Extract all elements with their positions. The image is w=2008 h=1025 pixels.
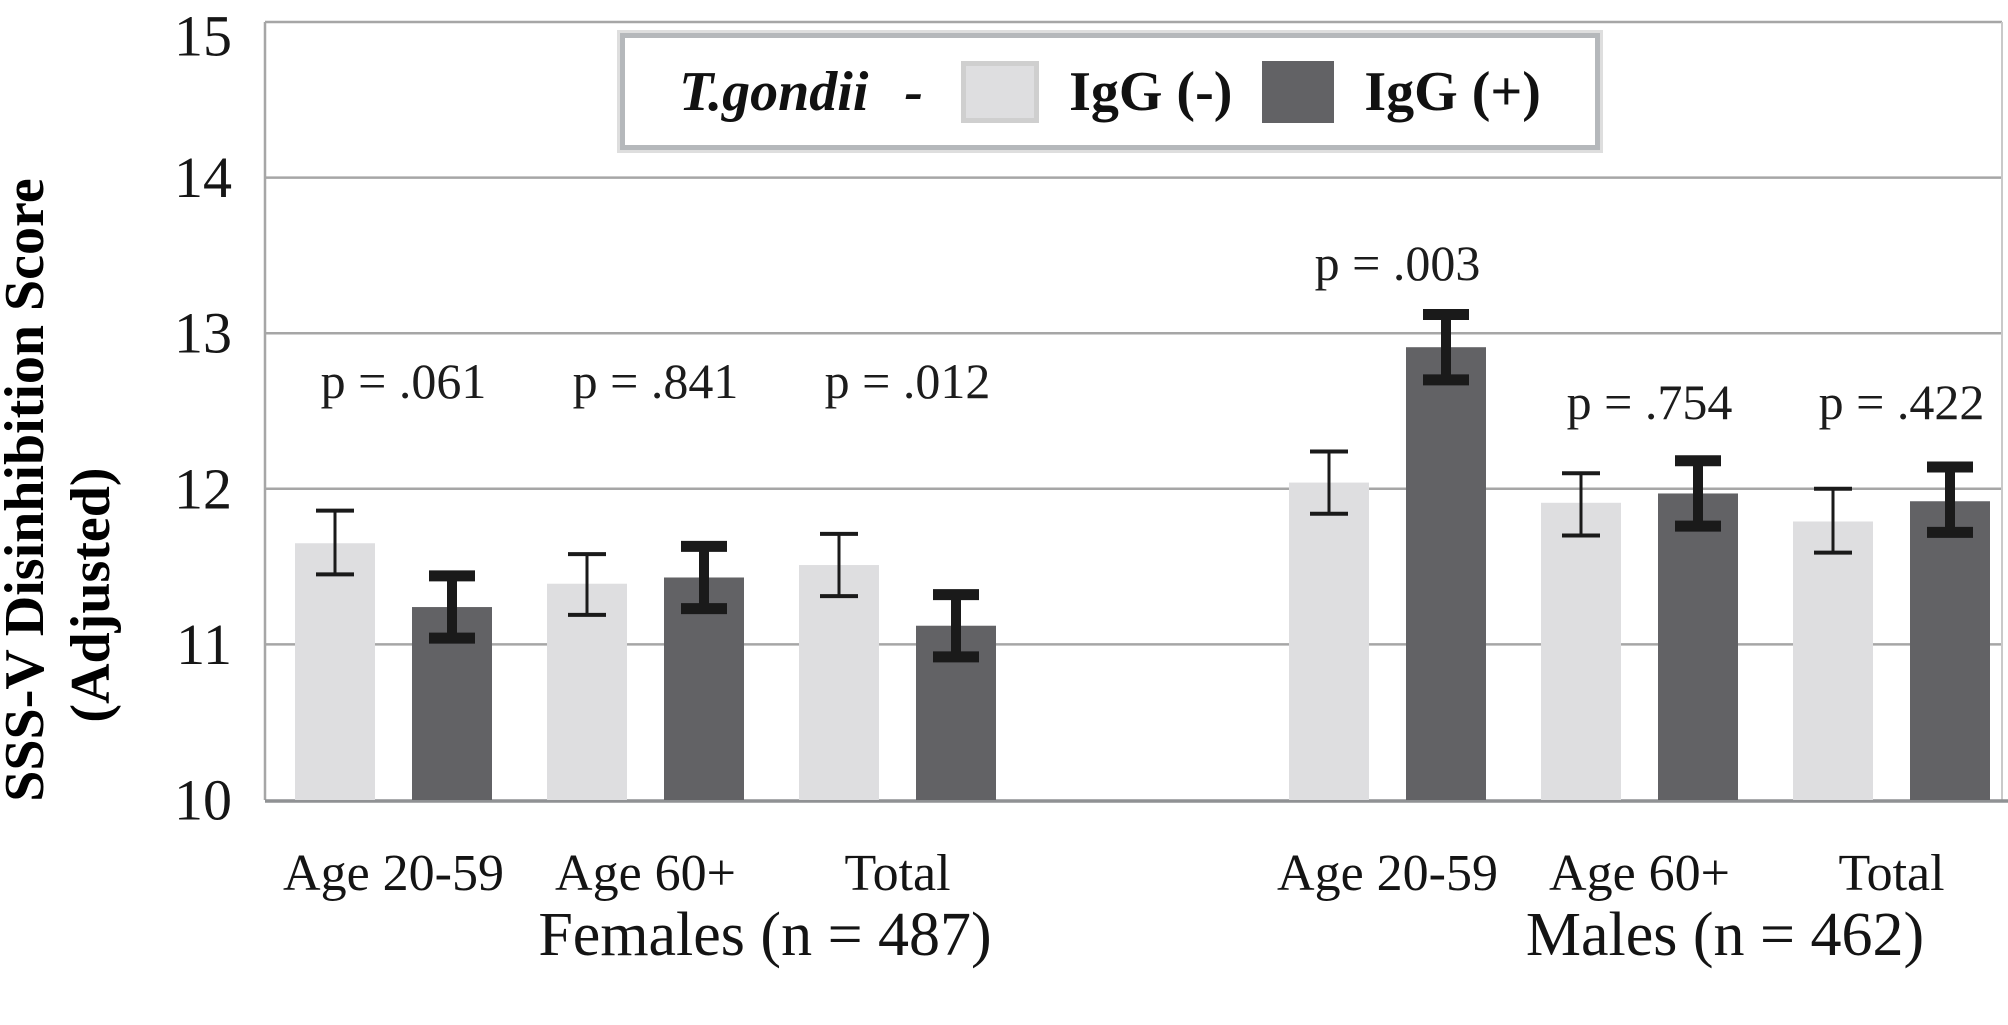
figure: 10 11 12 13 14 15 SSS-V Disinhibition Score (… xyxy=(0,3,2008,969)
y-axis-title: SSS-V Disinhibition Score (Adjusted) xyxy=(0,60,132,920)
bar-igg-negative xyxy=(1793,521,1873,800)
x-category-label-males-total: Total xyxy=(1838,845,1945,902)
plot-area: 10 11 12 13 14 15 xyxy=(174,4,2008,833)
bar-igg-positive xyxy=(664,577,744,800)
legend-label-igg-positive: IgG (+) xyxy=(1364,60,1541,123)
y-tick-label: 15 xyxy=(174,4,232,69)
bar-igg-negative xyxy=(547,583,627,800)
x-category-label-males-age20-59: Age 20-59 xyxy=(1277,845,1498,902)
p-value-label-males-age60plus: p = .754 xyxy=(1566,373,1733,430)
p-value-label-males-total: p = .422 xyxy=(1818,373,1985,430)
group-label-males: Males (n = 462) xyxy=(1525,901,1925,969)
y-axis-title-line1: SSS-V Disinhibition Score xyxy=(0,178,56,802)
legend: T.gondii - IgG (-) IgG (+) xyxy=(620,33,1600,150)
legend-title: T.gondii - xyxy=(679,60,924,123)
p-value-label-females-age20-59: p = .061 xyxy=(320,353,487,410)
bar-igg-positive xyxy=(1406,347,1486,800)
bar-igg-positive xyxy=(1910,501,1990,800)
legend-swatch-igg-negative xyxy=(961,60,1040,123)
p-value-label-males-age20-59: p = .003 xyxy=(1314,235,1481,292)
bar-igg-negative xyxy=(799,565,879,800)
y-tick-label: 11 xyxy=(176,612,232,677)
y-tick-label: 10 xyxy=(174,768,232,833)
x-category-label-males-age60plus: Age 60+ xyxy=(1549,845,1730,902)
x-category-label-females-age20-59: Age 20-59 xyxy=(283,845,504,902)
bar-igg-positive xyxy=(1658,493,1738,800)
y-tick-label: 12 xyxy=(174,456,232,521)
y-tick-label: 13 xyxy=(174,301,232,366)
legend-swatch-igg-positive xyxy=(1262,60,1335,123)
y-tick-label: 14 xyxy=(174,145,232,210)
p-value-label-females-age60plus: p = .841 xyxy=(572,353,739,410)
x-category-label-females-age60plus: Age 60+ xyxy=(555,845,736,902)
legend-label-igg-negative: IgG (-) xyxy=(1069,60,1233,123)
bar-igg-negative xyxy=(1541,502,1621,800)
bar-igg-negative xyxy=(1289,482,1369,800)
x-category-label-females-total: Total xyxy=(844,845,951,902)
bar-igg-negative xyxy=(295,543,375,800)
y-axis-title-line2: (Adjusted) xyxy=(60,467,122,723)
group-label-females: Females (n = 487) xyxy=(538,901,992,969)
p-value-label-females-total: p = .012 xyxy=(824,353,991,410)
